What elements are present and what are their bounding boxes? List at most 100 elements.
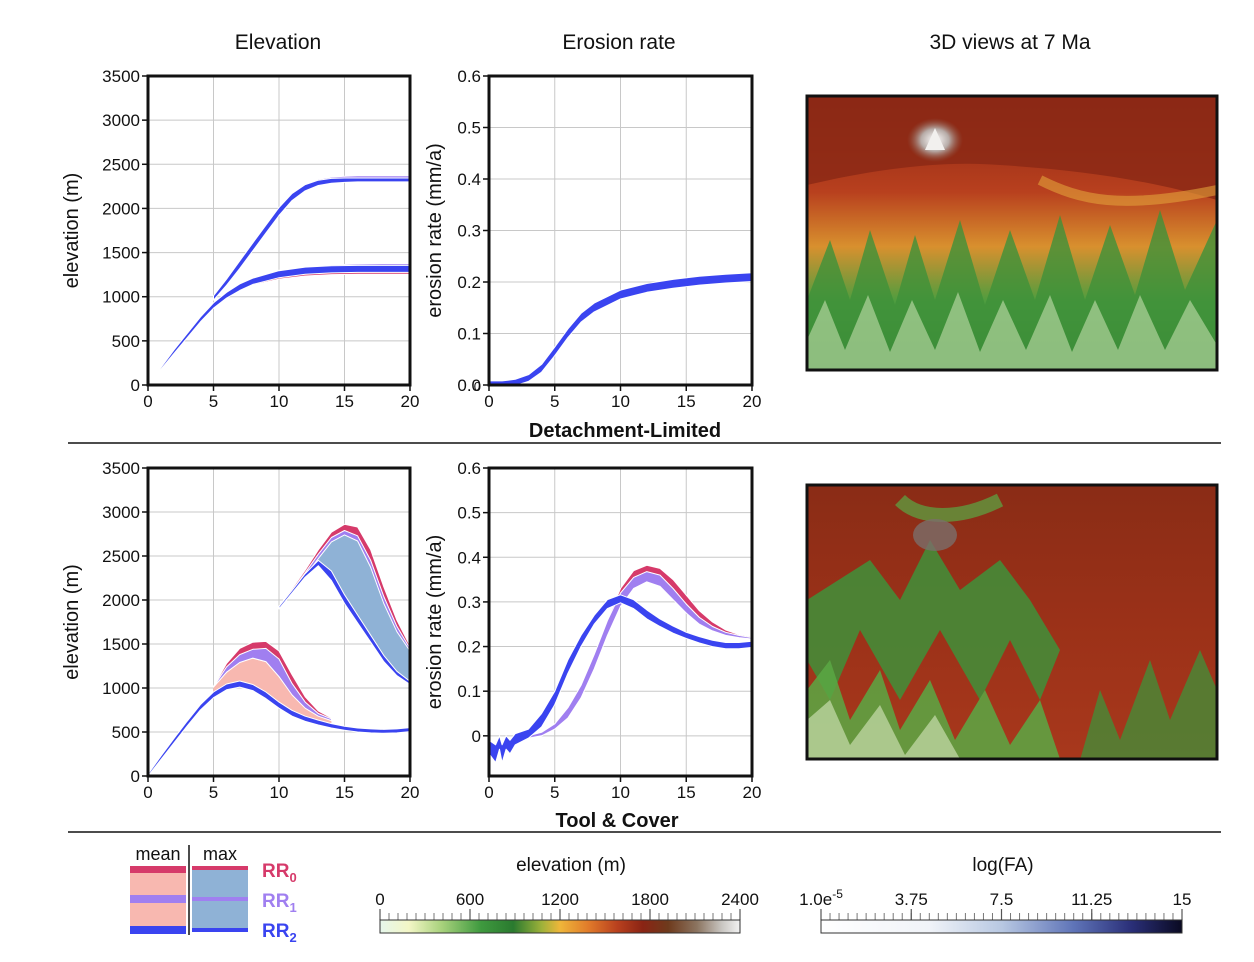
y-tick-label: 0.1 <box>457 682 481 701</box>
y-tick-label: 0.2 <box>457 638 481 657</box>
x-tick-label: 0 <box>484 392 493 411</box>
legend-rr1-label: RR1 <box>262 891 297 915</box>
colorbar-tick-label: 7.5 <box>990 890 1014 909</box>
y-tick-label: 1500 <box>102 635 140 654</box>
legend-mean-rr2-line <box>130 926 186 934</box>
x-tick-label: 10 <box>611 783 630 802</box>
y-tick-label: 3000 <box>102 111 140 130</box>
column-title-elevation: Elevation <box>235 31 321 54</box>
series-band-rr2 <box>489 594 752 764</box>
y-axis-bottom-label: 0 <box>474 379 481 394</box>
series-band-rr2-mean <box>148 680 410 776</box>
series-band-rr2-mean <box>148 264 410 385</box>
x-tick-label: 10 <box>270 392 289 411</box>
y-tick-label: 0.5 <box>457 504 481 523</box>
colorbar-tick-label: 11.25 <box>1071 890 1112 909</box>
tc-elevation-chart: 0 5 10 15 20 0 500 1000 1500 2000 2500 3000 3500 elev… <box>61 459 419 802</box>
x-tick-label: 20 <box>401 392 420 411</box>
x-tick-label: 15 <box>677 783 696 802</box>
x-tick-label: 20 <box>401 783 420 802</box>
y-tick-label: 0 <box>472 727 481 746</box>
x-tick-label: 20 <box>743 392 762 411</box>
legend-rr2-label: RR2 <box>262 921 297 945</box>
y-tick-label: 1500 <box>102 244 140 263</box>
colorbar-tick-label: 1.0e-5 <box>799 887 843 909</box>
y-tick-label: 0 <box>131 767 140 786</box>
legend-max-label: max <box>203 844 237 864</box>
terrain-view-detachment-limited <box>805 94 1219 372</box>
colorbar-tick-label: 600 <box>456 890 484 909</box>
y-tick-label: 0.0 <box>457 376 481 395</box>
row-label-detachment-limited: Detachment-Limited <box>529 420 721 442</box>
series-band-rr2 <box>489 272 752 385</box>
y-tick-label: 2500 <box>102 155 140 174</box>
x-tick-label: 20 <box>743 783 762 802</box>
x-tick-label: 10 <box>611 392 630 411</box>
elevation-colorbar-gradient <box>379 919 741 934</box>
column-title-3d-views: 3D views at 7 Ma <box>929 31 1090 54</box>
y-axis-label: erosion rate (mm/a) <box>424 535 446 710</box>
fa-colorbar: log(FA) 1.0e-5 3.75 7.5 11.25 15 <box>799 855 1192 934</box>
y-tick-label: 500 <box>112 332 140 351</box>
y-tick-label: 2500 <box>102 547 140 566</box>
dl-elevation-chart: 0 5 10 15 20 0 500 1000 1500 2000 2500 3000 3500 elev… <box>61 67 419 411</box>
mean-spread-fill <box>213 658 332 724</box>
fa-colorbar-gradient <box>820 919 1183 934</box>
column-title-erosion: Erosion rate <box>562 31 675 54</box>
y-tick-label: 0.6 <box>457 67 481 86</box>
series-band-rr2-max <box>278 559 410 685</box>
elevation-colorbar: elevation (m) 0 600 1200 1800 2400 <box>375 855 759 934</box>
legend-mean-rr1-line <box>130 895 186 903</box>
y-tick-label: 0.4 <box>457 170 481 189</box>
y-tick-label: 0.1 <box>457 325 481 344</box>
x-tick-label: 15 <box>335 392 354 411</box>
y-axis-label: erosion rate (mm/a) <box>424 143 446 318</box>
y-tick-label: 500 <box>112 723 140 742</box>
legend-mean-label: mean <box>135 844 180 864</box>
y-tick-label: 1000 <box>102 679 140 698</box>
row-label-tool-cover: Tool & Cover <box>556 810 679 832</box>
y-tick-label: 0.3 <box>457 222 481 241</box>
elevation-colorbar-title: elevation (m) <box>516 855 626 876</box>
y-tick-label: 2000 <box>102 199 140 218</box>
x-tick-label: 5 <box>550 392 559 411</box>
y-axis-label: elevation (m) <box>61 173 83 289</box>
x-tick-label: 0 <box>484 783 493 802</box>
colorbar-tick-label: 1200 <box>541 890 579 909</box>
x-tick-label: 5 <box>209 783 218 802</box>
y-tick-label: 1000 <box>102 288 140 307</box>
y-tick-label: 0.3 <box>457 593 481 612</box>
x-tick-label: 0 <box>143 783 152 802</box>
fa-colorbar-title: log(FA) <box>972 855 1033 876</box>
y-tick-label: 0 <box>131 376 140 395</box>
series-band-rr1-mean <box>213 647 332 722</box>
x-tick-label: 5 <box>550 783 559 802</box>
y-tick-label: 3500 <box>102 459 140 478</box>
series-band-rr1 <box>514 571 752 739</box>
y-tick-label: 0.5 <box>457 119 481 138</box>
y-tick-label: 2000 <box>102 591 140 610</box>
y-axis-label: elevation (m) <box>61 564 83 680</box>
dl-erosion-chart: 0 5 10 15 20 0.0 0.1 0.2 0.3 0.4 0.5 0.6 0 erosion ra… <box>424 67 761 411</box>
y-tick-label: 0.4 <box>457 548 481 567</box>
series-band-rr2-max <box>213 177 410 301</box>
legend-rr0-label: RR0 <box>262 861 297 885</box>
x-tick-label: 15 <box>677 392 696 411</box>
x-tick-label: 10 <box>270 783 289 802</box>
x-tick-label: 15 <box>335 783 354 802</box>
colorbar-tick-label: 2400 <box>721 890 759 909</box>
terrain-view-tool-cover <box>805 483 1219 761</box>
tc-erosion-chart: 0 5 10 15 20 0 0.1 0.2 0.3 0.4 0.5 0.6 erosion rate … <box>424 459 761 802</box>
y-tick-label: 0.2 <box>457 273 481 292</box>
colorbar-tick-label: 1800 <box>631 890 669 909</box>
legend-mean-rr0-line <box>130 866 186 873</box>
x-tick-label: 5 <box>209 392 218 411</box>
legend-max-rr0-line <box>192 866 248 870</box>
y-tick-label: 3500 <box>102 67 140 86</box>
legend-max-rr1-line <box>192 897 248 901</box>
colorbar-tick-label: 0 <box>375 890 384 909</box>
legend: mean max RR0 RR1 RR2 <box>130 844 297 945</box>
y-tick-label: 0.6 <box>457 459 481 478</box>
colorbar-tick-label: 15 <box>1173 890 1192 909</box>
